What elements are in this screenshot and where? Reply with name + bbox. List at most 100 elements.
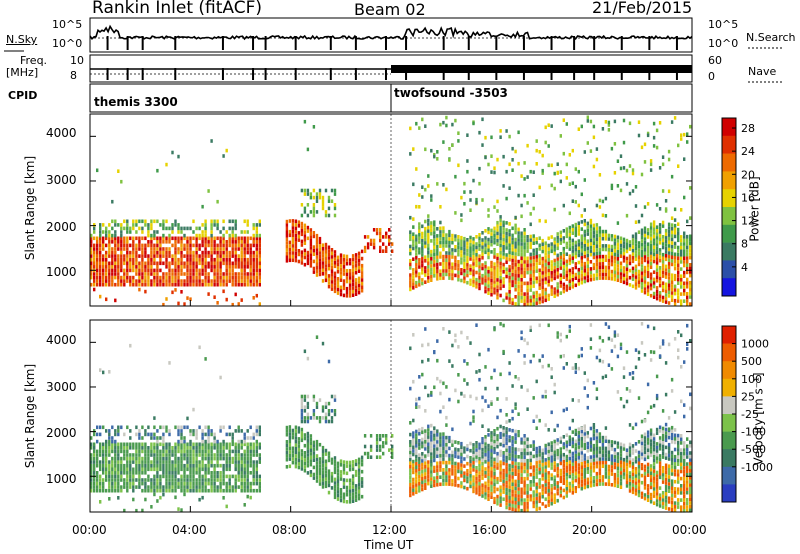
power-cell bbox=[628, 254, 632, 259]
power-cell bbox=[541, 299, 544, 304]
velocity-cell bbox=[430, 473, 433, 478]
velocity-cell bbox=[412, 481, 415, 485]
power-cell bbox=[673, 218, 677, 222]
power-cell bbox=[448, 237, 451, 241]
power-cell bbox=[538, 218, 541, 223]
velocity-cell bbox=[309, 473, 313, 478]
velocity-cell bbox=[216, 446, 219, 450]
power-cell bbox=[664, 293, 668, 297]
power-cell bbox=[409, 126, 412, 131]
power-cell bbox=[517, 270, 520, 275]
freq-tick-bottom: 8 bbox=[70, 69, 77, 82]
power-cell bbox=[616, 260, 620, 265]
power-cell bbox=[427, 236, 430, 241]
velocity-cell bbox=[439, 464, 442, 469]
power-cell bbox=[652, 220, 656, 224]
velocity-cell bbox=[144, 432, 147, 437]
power-cell bbox=[619, 265, 623, 269]
power-cell bbox=[114, 236, 117, 241]
power-cell bbox=[288, 240, 292, 245]
velocity-cell bbox=[165, 425, 168, 430]
power-cell bbox=[207, 254, 210, 258]
velocity-cell bbox=[168, 478, 171, 482]
power-cell bbox=[144, 275, 147, 280]
velocity-cell bbox=[129, 343, 132, 348]
velocity-cell bbox=[153, 416, 156, 420]
velocity-cell bbox=[153, 463, 156, 468]
power-cell bbox=[661, 245, 665, 250]
power-cell bbox=[96, 268, 99, 273]
power-cell bbox=[517, 193, 520, 198]
power-cell bbox=[132, 250, 135, 255]
velocity-cell bbox=[90, 460, 93, 464]
power-cell bbox=[460, 257, 463, 261]
power-cell bbox=[571, 285, 574, 289]
freq-tick-top: 10 bbox=[70, 54, 84, 67]
velocity-cell bbox=[327, 401, 331, 406]
power-cell bbox=[613, 277, 617, 282]
velocity-cell bbox=[96, 463, 99, 468]
velocity-cell bbox=[457, 483, 460, 488]
power-cell bbox=[460, 250, 463, 254]
power-cell bbox=[96, 254, 99, 258]
power-cell bbox=[291, 222, 295, 227]
power-cell bbox=[613, 245, 617, 250]
velocity-cell bbox=[321, 474, 325, 478]
power-cell bbox=[670, 216, 674, 220]
power-cell bbox=[571, 281, 574, 285]
power-cell bbox=[466, 238, 469, 242]
power-cell bbox=[475, 263, 478, 268]
power-cell bbox=[114, 240, 117, 244]
velocity-cell bbox=[409, 490, 412, 494]
velocity-cell bbox=[288, 435, 292, 440]
power-cell bbox=[333, 203, 337, 207]
power-cell bbox=[430, 267, 433, 272]
velocity-cell bbox=[150, 432, 153, 437]
power-cell bbox=[619, 236, 623, 241]
velocity-cell bbox=[222, 467, 225, 472]
power-cell bbox=[189, 247, 192, 251]
velocity-cell bbox=[213, 488, 216, 493]
velocity-cell bbox=[132, 485, 135, 489]
power-cell bbox=[117, 236, 120, 241]
power-cell bbox=[631, 270, 635, 274]
velocity-cell bbox=[463, 478, 466, 483]
power-cell bbox=[619, 261, 623, 266]
power-cell bbox=[493, 226, 496, 231]
power-cell bbox=[321, 254, 325, 258]
power-cell bbox=[237, 279, 240, 283]
power-cell bbox=[213, 268, 216, 273]
velocity-cell bbox=[333, 484, 337, 489]
power-cell bbox=[577, 260, 580, 265]
power-cell bbox=[607, 123, 611, 127]
velocity-cell bbox=[183, 436, 186, 440]
power-cell bbox=[541, 271, 544, 275]
velocity-cell bbox=[415, 433, 418, 437]
velocity-cell bbox=[228, 453, 231, 457]
power-cell bbox=[234, 261, 237, 266]
power-cell bbox=[153, 247, 156, 251]
power-cell bbox=[595, 147, 599, 151]
velocity-cell bbox=[306, 419, 310, 424]
power-cell bbox=[339, 292, 343, 297]
velocity-cell bbox=[141, 508, 144, 513]
power-cell bbox=[484, 286, 487, 290]
velocity-cell bbox=[255, 425, 258, 430]
velocity-cell bbox=[427, 446, 430, 450]
velocity-cell bbox=[186, 442, 189, 447]
velocity-cell bbox=[469, 470, 472, 474]
velocity-cell bbox=[129, 481, 132, 486]
velocity-cell bbox=[132, 456, 135, 461]
power-cell bbox=[643, 258, 647, 263]
velocity-cell bbox=[138, 429, 141, 433]
power-cell bbox=[348, 283, 352, 287]
power-cell bbox=[538, 243, 541, 248]
velocity-cell bbox=[315, 416, 319, 420]
velocity-cell bbox=[357, 464, 361, 469]
velocity-cell bbox=[472, 486, 475, 490]
power-cell bbox=[562, 264, 565, 269]
power-cell bbox=[637, 241, 641, 245]
power-cell bbox=[433, 259, 436, 264]
velocity-cell bbox=[300, 434, 304, 439]
power-cell bbox=[321, 206, 325, 211]
